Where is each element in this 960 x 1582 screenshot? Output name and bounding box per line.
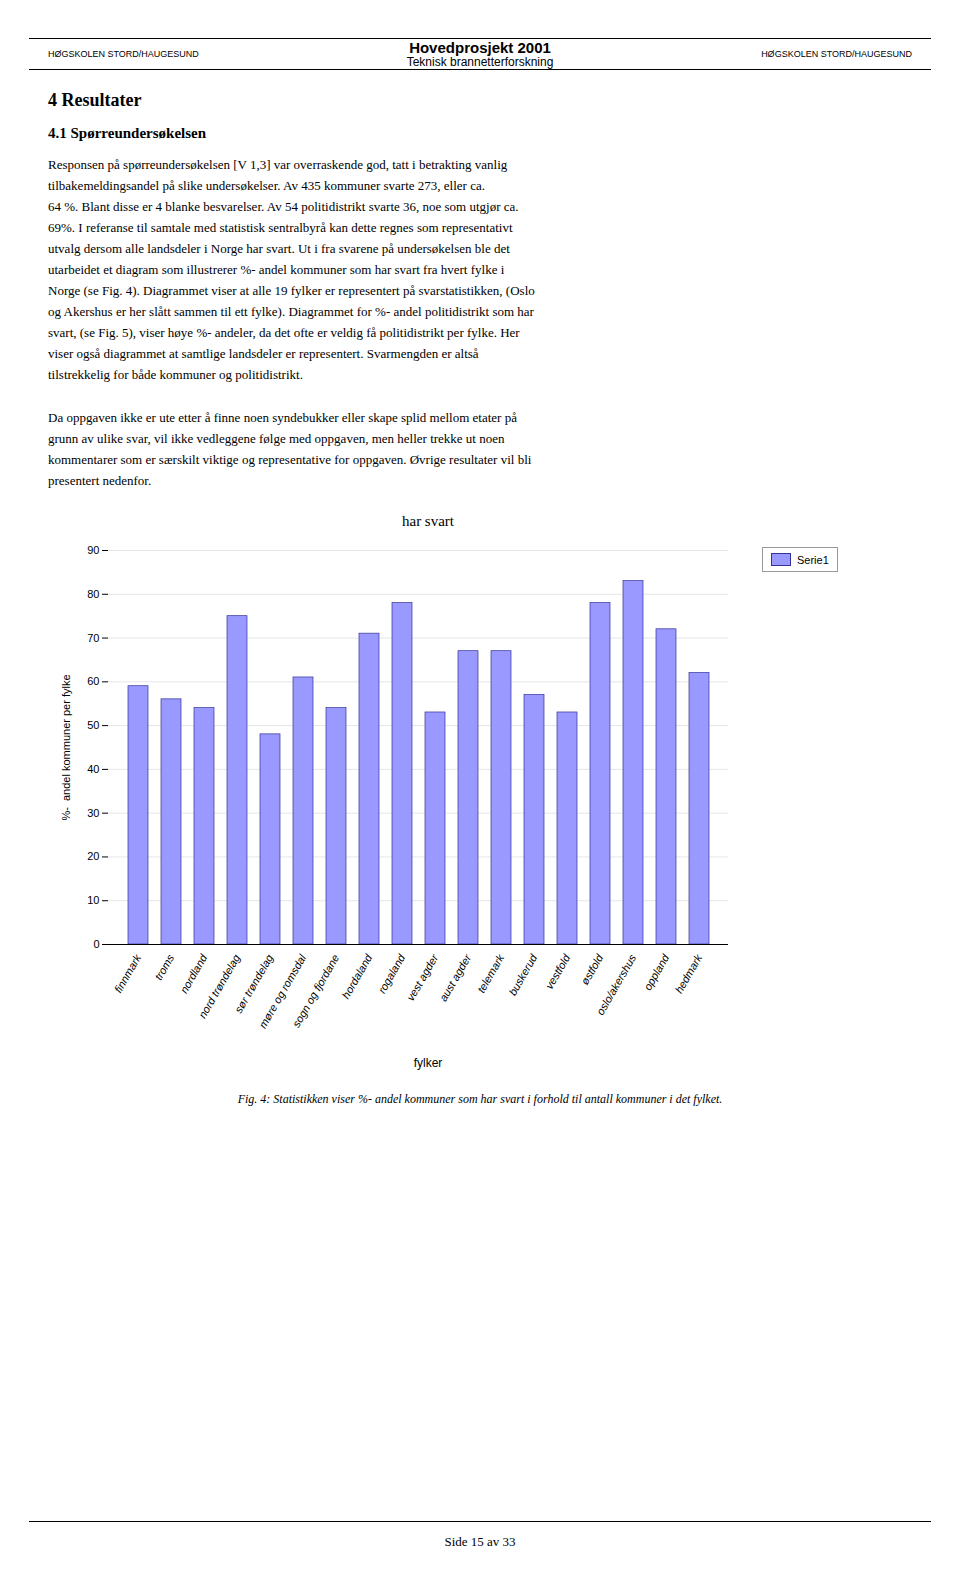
svg-text:telemark: telemark (475, 952, 507, 995)
svg-text:60: 60 (87, 675, 99, 687)
html-text:Side 15 av 33: Side 15 av 33 (444, 1534, 516, 1549)
svg-text:30: 30 (87, 807, 99, 819)
svg-text:møre og romsdal: møre og romsdal (256, 952, 309, 1031)
svg-text:rogaland: rogaland (375, 952, 407, 996)
svg-text:0: 0 (93, 938, 99, 950)
svg-text:østfold: østfold (578, 952, 605, 987)
svg-text:50: 50 (87, 719, 99, 731)
html-text:Hovedprosjekt 2001: Hovedprosjekt 2001 (409, 39, 551, 56)
svg-text:80: 80 (87, 588, 99, 600)
svg-text:vestfold: vestfold (543, 952, 573, 992)
svg-text:aust agder: aust agder (437, 951, 474, 1003)
svg-text:oppland: oppland (641, 952, 671, 993)
svg-text:70: 70 (87, 632, 99, 644)
svg-text:hedmark: hedmark (672, 952, 704, 995)
html-text:4.1 Spørreundersøkelsen: 4.1 Spørreundersøkelsen (48, 125, 207, 141)
svg-text:buskerud: buskerud (506, 952, 539, 998)
svg-text:sør trøndelag: sør trøndelag (232, 952, 276, 1015)
svg-text:sogn og fjordane: sogn og fjordane (290, 952, 341, 1029)
html-text:fylker: fylker (413, 1056, 443, 1070)
html-text:HØGSKOLEN STORD/HAUGESUND: HØGSKOLEN STORD/HAUGESUND (761, 49, 912, 59)
svg-text:90: 90 (87, 544, 99, 556)
html-text:Teknisk brannetterforskning: Teknisk brannetterforskning (406, 55, 554, 69)
html-text:4 Resultater: 4 Resultater (48, 90, 142, 110)
svg-text:%- andel kommuner per fylke: %- andel kommuner per fylke (60, 674, 72, 820)
svg-text:10: 10 (87, 894, 99, 906)
html-text:HØGSKOLEN STORD/HAUGESUND: HØGSKOLEN STORD/HAUGESUND (48, 49, 199, 59)
html-text:Fig. 4: Statistikken viser %-: Fig. 4: Statistikken viser %- andel komm… (237, 1092, 723, 1106)
svg-text:hordaland: hordaland (339, 952, 374, 1001)
svg-text:oslo/akershus: oslo/akershus (594, 952, 639, 1017)
svg-text:nord trøndelag: nord trøndelag (196, 952, 243, 1021)
svg-text:40: 40 (87, 763, 99, 775)
svg-text:nordland: nordland (177, 952, 209, 996)
svg-text:troms: troms (152, 952, 176, 982)
html-text:Serie1: Serie1 (797, 553, 829, 566)
html-text:har svart: har svart (402, 513, 454, 529)
html-text:Da oppgaven ikke er ute etter: Da oppgaven ikke er ute etter å finne no… (48, 410, 532, 488)
svg-text:vest agder: vest agder (404, 951, 441, 1003)
svg-text:finnmark: finnmark (112, 952, 144, 995)
svg-text:20: 20 (87, 850, 99, 862)
html-text:Responsen på spørreundersøkels: Responsen på spørreundersøkelsen [V 1,3]… (48, 157, 535, 382)
